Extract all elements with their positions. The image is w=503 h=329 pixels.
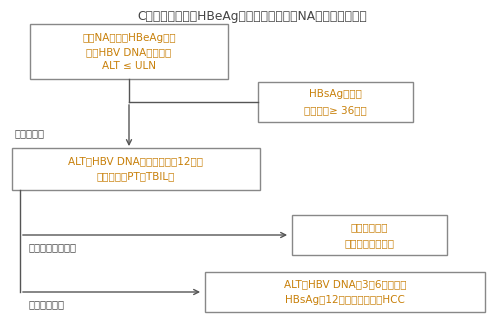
Text: HBsAg转阴或: HBsAg转阴或 xyxy=(309,89,362,99)
Text: 血清HBV DNA检测不到: 血清HBV DNA检测不到 xyxy=(87,47,172,57)
Text: 巩固治疗≥ 36个月: 巩固治疗≥ 36个月 xyxy=(304,105,367,115)
Text: 维持持续应答: 维持持续应答 xyxy=(28,299,64,309)
Text: 长期NA治疗，HBeAg阴性: 长期NA治疗，HBeAg阴性 xyxy=(82,33,176,43)
Text: 停药后随访: 停药后随访 xyxy=(14,128,44,138)
Text: （见再治疗标准）: （见再治疗标准） xyxy=(345,238,394,248)
Text: HBsAg每12个月复查，监测HCC: HBsAg每12个月复查，监测HCC xyxy=(285,295,405,305)
Text: ALT和HBV DNA每3～6个月复查: ALT和HBV DNA每3～6个月复查 xyxy=(284,279,406,289)
Text: 重新开始治疗: 重新开始治疗 xyxy=(351,222,388,232)
Text: ALT ≤ ULN: ALT ≤ ULN xyxy=(102,61,156,71)
Bar xyxy=(30,24,228,79)
Text: 有临床意义的复发: 有临床意义的复发 xyxy=(28,242,76,252)
Text: （必要时查PT、TBIL）: （必要时查PT、TBIL） xyxy=(97,171,175,181)
Bar xyxy=(258,82,413,122)
Bar xyxy=(205,272,485,312)
Text: C．肝硬化患者（HBeAg阴性或阳性）停用NA后建议随访方案: C．肝硬化患者（HBeAg阴性或阳性）停用NA后建议随访方案 xyxy=(137,10,367,23)
Text: ALT和HBV DNA每月复查直至12个月: ALT和HBV DNA每月复查直至12个月 xyxy=(68,156,204,166)
Bar xyxy=(292,215,447,255)
Bar xyxy=(12,148,260,190)
